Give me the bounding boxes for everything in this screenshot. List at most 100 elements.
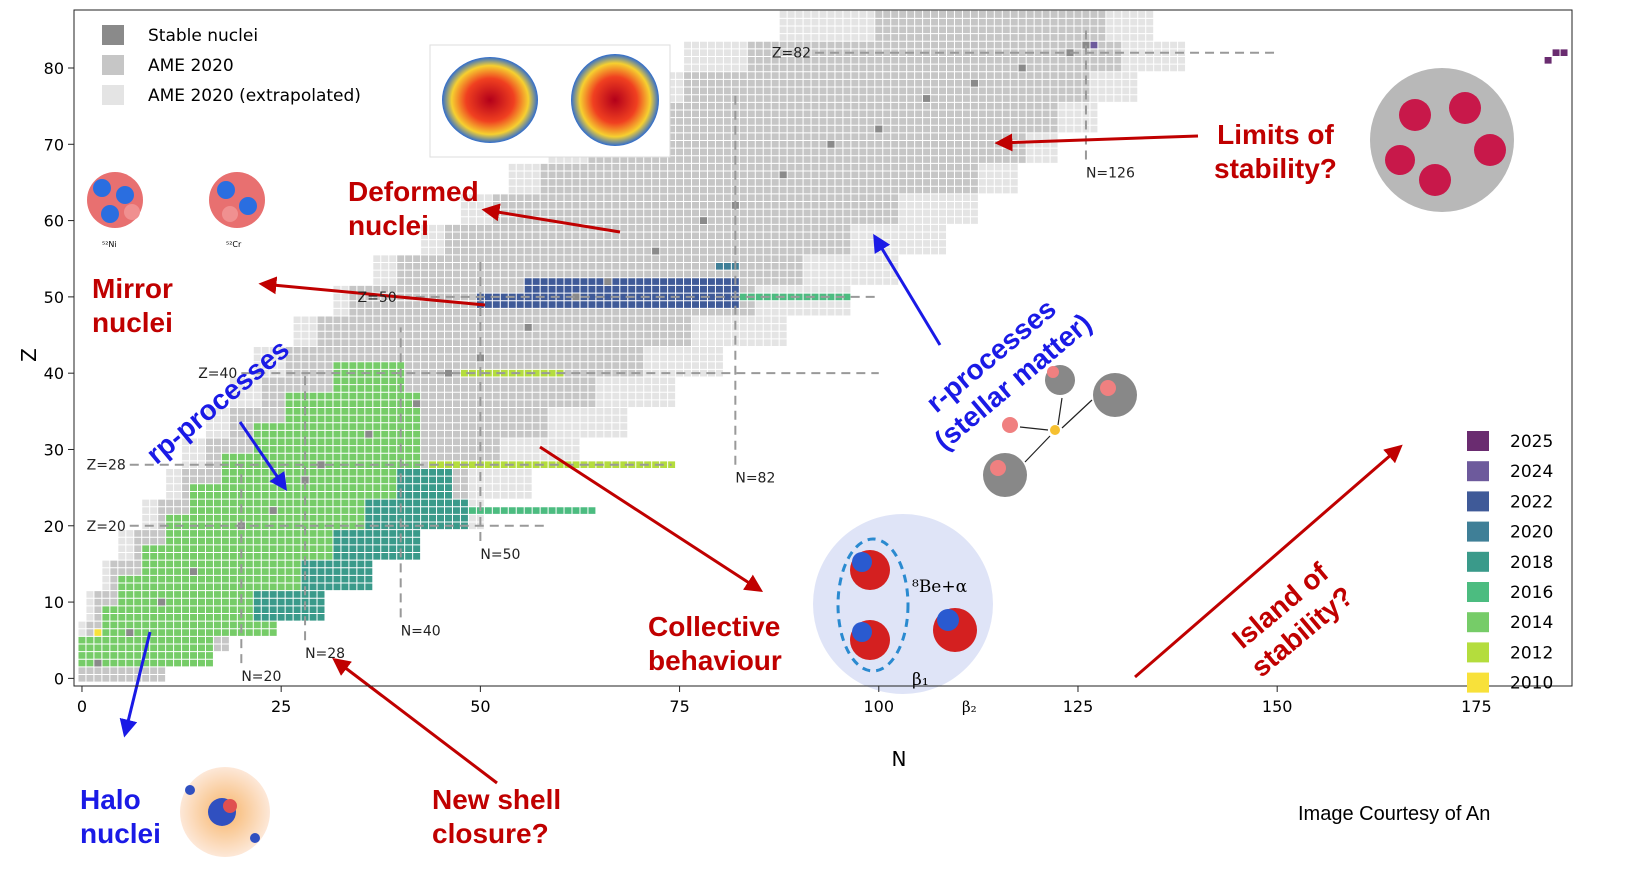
inset-label: β₂ [962,698,977,716]
y-tick-label: 10 [44,593,64,612]
legend-swatch [102,85,124,105]
stable-nucleus [523,323,533,332]
y-tick-label: 50 [44,288,64,307]
stable-nucleus [157,597,167,607]
halo-nucleus [180,767,270,857]
stable-nucleus [699,216,708,225]
stable-nucleus [268,506,278,515]
mirror-nucleus [209,172,265,228]
legend-label: Stable nuclei [148,26,258,46]
magic-label: N=50 [480,547,520,563]
legend-swatch [1467,672,1489,693]
legend-swatch [102,25,124,45]
nuclide-row [460,506,596,515]
y-axis-label: Z [17,348,41,362]
magic-label: N=126 [1086,166,1135,182]
mirror-nucleus [87,172,143,228]
inset-label: ⁸Be+α [912,577,968,597]
y-tick-label: 20 [44,517,64,536]
plot-frame [73,9,1573,687]
legend-swatch [1467,642,1489,663]
inset-label: ⁵²Ni [102,240,117,249]
stable-nucleus [970,79,979,88]
stable-nucleus [603,277,613,286]
y-tick-label: 70 [44,135,64,154]
y-tick-label: 40 [44,364,64,383]
legend-label: 2022 [1510,492,1553,512]
heavy-nucleus [1370,68,1514,212]
arrows [119,133,1403,785]
magic-label: N=20 [241,669,281,685]
stable-nucleus [1017,63,1027,73]
y-tick-label: 80 [44,59,64,78]
legend-swatch [1467,431,1489,451]
legend-label: 2024 [1510,462,1553,482]
x-tick-label: 125 [1063,697,1094,716]
deformed-shape [442,57,538,143]
nuclide-row [715,262,740,271]
legend-swatch [1467,551,1489,572]
r-process-icons [983,365,1137,497]
annotation: Collective behaviour [648,611,782,676]
legend-label: 2025 [1510,432,1553,452]
legend-swatch [1467,612,1489,633]
annotation: New shell closure? [432,784,562,849]
y-tick-label: 60 [44,212,64,231]
magic-label: Z=50 [358,290,397,306]
stable-nucleus [826,140,836,149]
stable-nucleus [364,430,374,439]
x-tick-label: 25 [271,697,291,716]
y-tick-label: 0 [54,669,64,688]
annotation: Mirror nuclei [92,273,173,338]
magic-label: Z=82 [772,46,811,62]
annotation: Deformed nuclei [348,176,479,241]
stable-nucleus [93,658,103,668]
legend-label: 2012 [1510,643,1553,663]
legend-label: AME 2020 [148,56,234,76]
x-tick-label: 50 [470,697,490,716]
inset-label: ⁵²Cr [226,240,242,249]
legend-swatch [102,55,124,75]
x-tick-label: 175 [1461,697,1492,716]
stable-nucleus [189,567,198,576]
magic-label: Z=20 [87,519,126,535]
stable-nucleus [651,246,661,256]
deformed-shape [571,54,659,146]
y-tick-label: 30 [44,440,64,459]
legend-label: 2010 [1510,674,1553,694]
legend-label: AME 2020 (extrapolated) [148,86,361,106]
legend-label: 2020 [1510,523,1553,543]
legend-swatch [1467,461,1489,482]
legend-swatch [1467,491,1489,512]
magic-label: Z=40 [198,366,237,382]
x-tick-label: 75 [669,697,689,716]
stable-nucleus [874,124,884,134]
stable-nucleus [778,170,788,180]
stable-nucleus [922,94,931,103]
x-axis-label: N [892,747,907,771]
annotation: Halo nuclei [80,784,161,849]
x-tick-label: 0 [77,697,87,716]
cluster-inset [813,514,993,694]
legend-swatch [1467,521,1489,542]
magic-label: Z=28 [87,458,126,474]
legend-label: 2018 [1510,553,1553,573]
x-tick-label: 100 [864,697,895,716]
decorations: ⁸Be+α β₁ β₂ ⁵²Ni ⁵²Cr [87,44,1514,857]
legend-label: 2014 [1510,613,1553,633]
legend-label: 2016 [1510,583,1553,603]
magic-label: N=82 [735,471,775,487]
stable-nucleus [125,628,135,637]
nuclide-row [1544,56,1553,65]
x-tick-label: 150 [1262,697,1293,716]
credit: Image Courtesy of An [1298,803,1491,825]
annotation: Limits of stability? [1214,119,1337,184]
magic-label: N=28 [305,646,345,662]
inset-label: β₁ [912,670,929,690]
stable-nucleus [444,368,453,378]
magic-label: N=40 [401,623,441,639]
stable-nucleus [412,399,422,408]
legend-swatch [1467,582,1489,602]
